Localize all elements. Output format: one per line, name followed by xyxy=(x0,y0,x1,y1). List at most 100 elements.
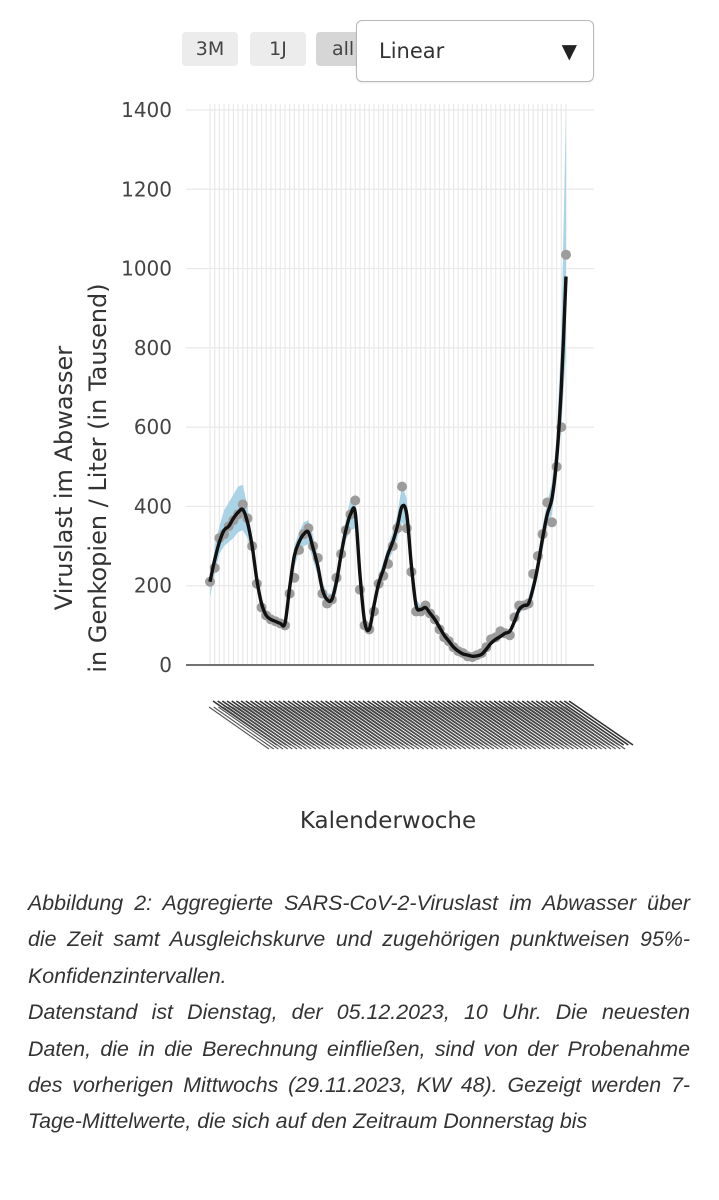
x-tick-label xyxy=(297,706,359,750)
range-button-3m[interactable]: 3M xyxy=(182,32,238,66)
x-tick-label xyxy=(264,706,326,750)
x-tick-label xyxy=(480,706,541,750)
x-tick-label xyxy=(513,706,574,750)
x-tick-label xyxy=(335,706,396,750)
x-tick-label xyxy=(344,706,406,750)
x-tick-label xyxy=(410,706,471,750)
y-tick-label: 200 xyxy=(134,574,172,598)
x-tick-label xyxy=(232,706,293,750)
y-tick-label: 1200 xyxy=(121,177,172,201)
x-tick-label xyxy=(485,706,546,750)
x-tick-label xyxy=(414,706,476,750)
x-tick-label xyxy=(442,706,504,750)
x-tick-label xyxy=(428,706,490,750)
x-tick-label xyxy=(349,706,410,750)
x-tick-label xyxy=(386,706,448,750)
x-tick-label xyxy=(255,706,317,750)
x-tick-label xyxy=(466,706,527,750)
smoothed-curve xyxy=(208,276,568,659)
x-tick-label xyxy=(278,706,340,750)
x-tick-label xyxy=(382,706,443,750)
x-tick-label xyxy=(363,706,424,750)
x-tick-label xyxy=(316,706,378,750)
x-tick-label xyxy=(246,706,307,750)
x-tick-label xyxy=(269,706,331,750)
x-tick-label xyxy=(274,706,335,750)
x-tick-label xyxy=(419,706,481,750)
x-tick-label xyxy=(555,706,616,750)
x-tick-label xyxy=(241,706,303,750)
x-tick-label xyxy=(218,706,279,750)
x-tick-label xyxy=(377,706,438,750)
x-tick-label xyxy=(250,706,312,750)
x-tick-labels xyxy=(208,700,634,750)
y-tick-labels: 0 200 400 600 800 1000 1200 1400 xyxy=(121,98,172,677)
x-tick-label xyxy=(508,706,570,750)
x-tick-label xyxy=(293,706,354,750)
x-tick-label xyxy=(396,706,457,750)
x-tick-label xyxy=(461,706,523,750)
x-tick-label xyxy=(503,706,565,750)
x-tick-label xyxy=(321,706,382,750)
x-tick-label xyxy=(550,706,612,750)
x-tick-label xyxy=(391,706,452,750)
chart-toolbar: 3M 1J all Linear ▼ xyxy=(0,0,719,90)
x-tick-label xyxy=(400,706,462,750)
x-tick-label xyxy=(545,706,607,750)
x-tick-label xyxy=(236,706,298,750)
x-tick-label xyxy=(330,706,392,750)
x-tick-label xyxy=(494,706,556,750)
y-tick-label: 0 xyxy=(159,653,172,677)
x-tick-label xyxy=(283,706,345,750)
y-axis-label-line1: Viruslast im Abwasser xyxy=(50,346,78,610)
x-tick-label xyxy=(325,706,387,750)
y-tick-label: 800 xyxy=(134,336,172,360)
x-tick-label xyxy=(564,706,626,750)
x-tick-label xyxy=(517,706,579,750)
data-point xyxy=(350,495,361,506)
x-tick-label xyxy=(208,706,270,750)
x-tick-label xyxy=(471,706,532,750)
x-tick-label xyxy=(452,706,513,750)
x-tick-label xyxy=(536,706,598,750)
x-tick-label xyxy=(475,706,537,750)
x-tick-label xyxy=(499,706,560,750)
x-tick-label xyxy=(339,706,401,750)
grid-layer xyxy=(186,104,594,666)
x-tick-label xyxy=(405,706,467,750)
x-tick-label xyxy=(541,706,602,750)
x-tick-label xyxy=(260,706,321,750)
x-tick-label xyxy=(489,706,551,750)
x-tick-label xyxy=(438,706,499,750)
x-tick-label xyxy=(358,706,420,750)
x-tick-label xyxy=(433,706,495,750)
x-tick-label xyxy=(563,700,629,746)
x-tick-label xyxy=(288,706,349,750)
data-point xyxy=(397,481,408,492)
x-tick-label xyxy=(302,706,363,750)
y-tick-label: 1400 xyxy=(121,98,172,122)
x-axis-label: Kalenderwoche xyxy=(300,808,476,834)
x-tick-label xyxy=(311,706,373,750)
scale-select[interactable]: Linear ▼ xyxy=(356,20,594,82)
x-tick-label xyxy=(353,706,415,750)
x-tick-label xyxy=(447,706,509,750)
x-tick-label xyxy=(527,706,588,750)
caption-paragraph-2: Datenstand ist Dienstag, der 05.12.2023,… xyxy=(28,1000,690,1134)
viral-load-chart: 0 200 400 600 800 1000 1200 1400 Viruslast im A… xyxy=(50,98,634,834)
figure-caption: Abbildung 2: Aggregierte SARS-CoV-2-Viru… xyxy=(28,885,690,1140)
y-tick-label: 1000 xyxy=(121,257,172,281)
data-point xyxy=(237,499,248,510)
x-tick-label xyxy=(213,706,274,750)
y-tick-label: 600 xyxy=(134,415,172,439)
x-tick-label xyxy=(559,700,625,746)
range-button-1j[interactable]: 1J xyxy=(250,32,306,66)
x-tick-label xyxy=(372,706,434,750)
x-tick-label xyxy=(367,706,429,750)
x-tick-label xyxy=(307,706,368,750)
x-tick-label xyxy=(222,706,284,750)
caption-paragraph-1: Abbildung 2: Aggregierte SARS-CoV-2-Viru… xyxy=(28,891,690,988)
x-tick-label xyxy=(424,706,485,750)
y-axis-label-line2: in Genkopien / Liter (in Tausend) xyxy=(84,283,112,672)
data-point xyxy=(546,517,557,528)
